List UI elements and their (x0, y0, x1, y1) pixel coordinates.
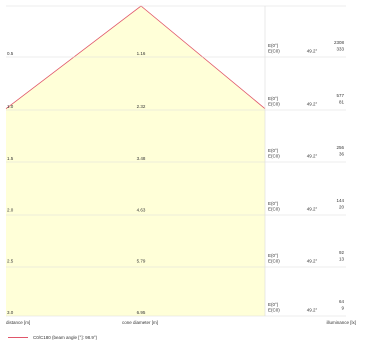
eavg-value: 36 (339, 152, 345, 157)
illuminance-header: illuminance [lx] (326, 320, 356, 325)
diameter-label: 2.32 (137, 104, 146, 109)
eavg-label: E(C0) (268, 308, 280, 313)
angle-label: 49.2° (307, 154, 318, 159)
emax-label: E(0°) (268, 43, 279, 48)
eavg-label: E(C0) (268, 207, 280, 212)
emax-label: E(0°) (268, 148, 279, 153)
emax-value: 144 (336, 198, 344, 203)
angle-label: 49.2° (307, 102, 318, 107)
eavg-value: 13 (339, 257, 345, 262)
diameter-label: 6.95 (137, 310, 146, 315)
distance-label: 0.5 (7, 51, 14, 56)
emax-value: 2308 (334, 40, 345, 45)
eavg-label: E(C0) (268, 49, 280, 54)
emax-label: E(0°) (268, 302, 279, 307)
legend-label: C0/C180 (beam angle [°]: 98.9°) (33, 334, 98, 340)
eavg-value: 9 (341, 306, 344, 311)
emax-value: 92 (339, 250, 345, 255)
distance-label: 1.0 (7, 104, 14, 109)
distance-label: 1.5 (7, 156, 14, 161)
eavg-value: 81 (339, 100, 345, 105)
cone-diameter-header: cone diameter [m] (122, 320, 159, 325)
angle-label: 49.2° (307, 207, 318, 212)
distance-label: 3.0 (7, 310, 14, 315)
diameter-label: 1.16 (137, 51, 146, 56)
angle-label: 49.2° (307, 49, 318, 54)
emax-label: E(0°) (268, 96, 279, 101)
eavg-label: E(C0) (268, 154, 280, 159)
emax-label: E(0°) (268, 201, 279, 206)
distance-label: 2.0 (7, 207, 14, 212)
legend: C0/C180 (beam angle [°]: 98.9°) (8, 333, 97, 341)
cone-area (6, 6, 265, 316)
distance-header: distance [m] (6, 320, 31, 325)
diameter-label: 5.79 (137, 259, 146, 264)
eavg-value: 20 (339, 205, 345, 210)
angle-label: 49.2° (307, 259, 318, 264)
angle-label: 49.2° (307, 308, 318, 313)
distance-label: 2.5 (7, 259, 14, 264)
diameter-label: 3.48 (137, 156, 146, 161)
diameter-label: 4.63 (137, 207, 146, 212)
emax-value: 256 (336, 145, 344, 150)
eavg-label: E(C0) (268, 259, 280, 264)
emax-value: 64 (339, 299, 345, 304)
legend-swatch (8, 336, 28, 338)
emax-label: E(0°) (268, 253, 279, 258)
eavg-value: 333 (336, 47, 344, 52)
eavg-label: E(C0) (268, 102, 280, 107)
emax-value: 577 (336, 93, 344, 98)
